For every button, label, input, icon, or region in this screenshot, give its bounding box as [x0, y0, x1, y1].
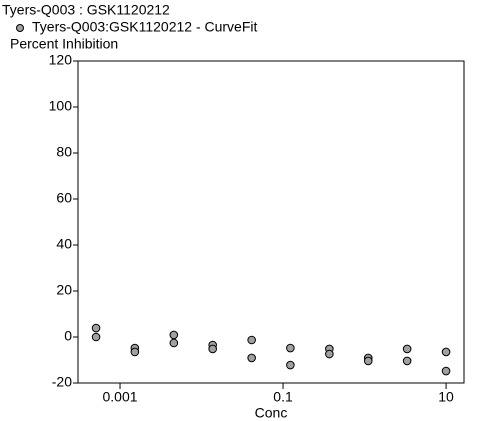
x-axis-label: Conc	[255, 405, 288, 421]
data-point	[247, 353, 256, 363]
data-point	[363, 356, 373, 366]
y-tick-label: -20	[52, 374, 72, 390]
x-tick-label: 10	[438, 389, 454, 405]
data-point	[169, 330, 179, 340]
y-tick-label: 80	[56, 144, 72, 160]
data-point	[286, 343, 295, 353]
data-point	[91, 323, 101, 333]
data-point	[441, 366, 451, 376]
x-tick-label: 0.001	[103, 389, 138, 405]
x-tick-label: 0.1	[273, 389, 293, 405]
plot-frame	[77, 60, 465, 384]
y-tick-label: 60	[56, 190, 72, 206]
data-point	[91, 332, 101, 342]
legend-label: Tyers-Q003:GSK1120212 - CurveFit	[32, 19, 258, 35]
data-point	[247, 335, 256, 345]
data-point	[169, 338, 179, 348]
data-point	[208, 344, 217, 354]
y-tick-label: 100	[49, 98, 73, 114]
data-point	[402, 344, 412, 354]
y-tick-label: 0	[64, 328, 72, 344]
data-point	[286, 360, 295, 370]
data-point	[441, 347, 451, 357]
legend-marker	[16, 24, 24, 32]
y-tick-label: 120	[49, 52, 73, 68]
data-point	[402, 356, 412, 366]
y-tick-label: 20	[56, 282, 72, 298]
chart-title: Tyers-Q003 : GSK1120212	[2, 2, 170, 18]
data-point	[325, 349, 334, 359]
data-point	[130, 347, 140, 357]
y-tick-label: 40	[56, 236, 72, 252]
y-axis-label: Percent Inhibition	[10, 36, 118, 52]
